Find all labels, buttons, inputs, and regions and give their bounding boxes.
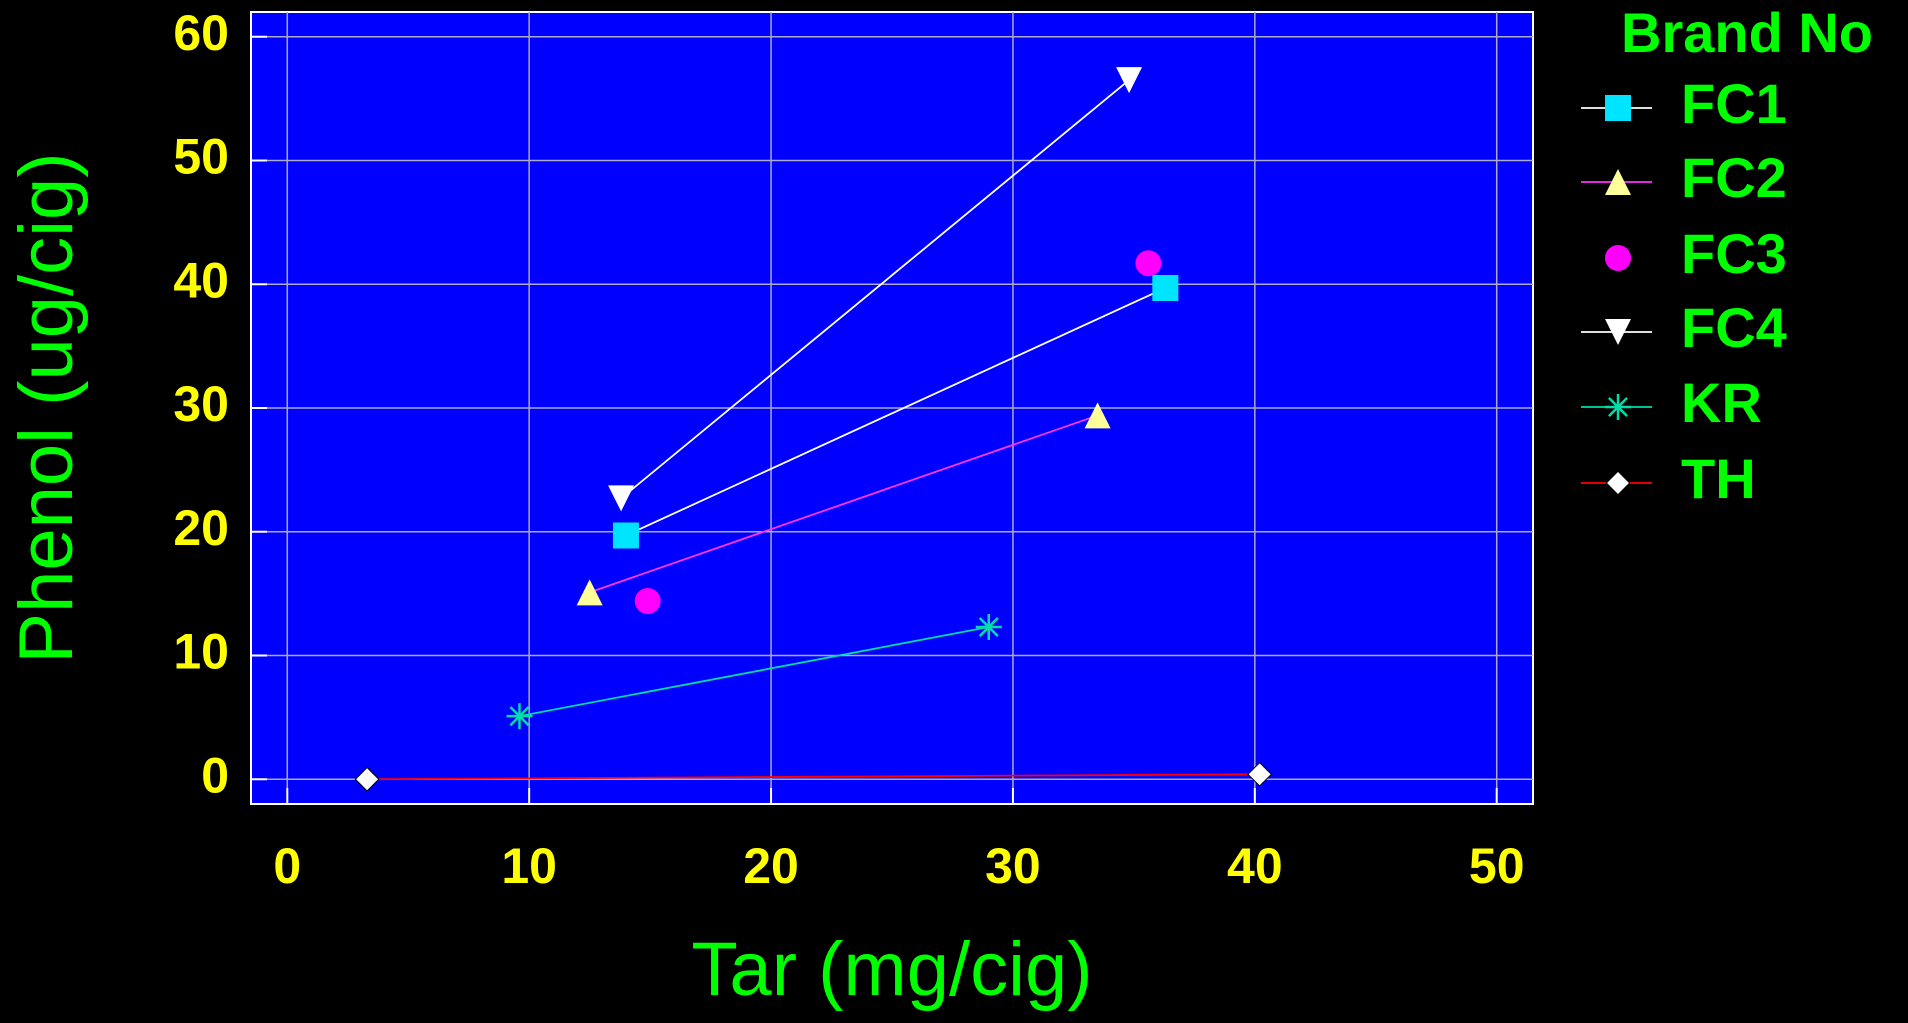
legend-label: FC4	[1681, 296, 1787, 359]
marker	[1084, 402, 1111, 429]
marker	[354, 766, 380, 792]
legend-marker	[1605, 394, 1631, 420]
marker	[506, 703, 533, 730]
series-line	[589, 414, 1098, 594]
legend-label: TH	[1681, 447, 1756, 510]
legend-label: FC1	[1681, 72, 1787, 135]
marker	[1247, 761, 1273, 787]
y-tick-label: 0	[201, 747, 229, 803]
x-tick-label: 0	[273, 838, 301, 894]
series-line	[625, 287, 1166, 537]
y-tick-label: 20	[173, 500, 229, 556]
marker	[1116, 67, 1143, 94]
marker	[576, 579, 603, 606]
series-line	[367, 773, 1260, 781]
x-tick-label: 20	[743, 838, 799, 894]
legend-marker	[1605, 95, 1631, 121]
y-axis-title: Phenol (ug/cig)	[4, 152, 89, 663]
y-tick-label: 10	[173, 624, 229, 680]
x-tick-label: 40	[1227, 838, 1283, 894]
y-tick-label: 40	[173, 252, 229, 308]
legend-marker	[1605, 470, 1631, 496]
x-tick-label: 30	[985, 838, 1041, 894]
legend-marker	[1605, 245, 1631, 271]
marker	[1135, 250, 1162, 277]
legend-marker	[1605, 169, 1631, 195]
legend-marker	[1605, 319, 1631, 345]
marker	[612, 522, 639, 549]
x-axis-title: Tar (mg/cig)	[691, 927, 1092, 1012]
legend-label: FC2	[1681, 146, 1787, 209]
legend-label: FC3	[1681, 222, 1787, 285]
y-tick-label: 30	[173, 376, 229, 432]
x-tick-label: 50	[1469, 838, 1525, 894]
x-tick-label: 10	[501, 838, 557, 894]
series-line	[519, 626, 989, 718]
series-line	[620, 79, 1130, 500]
marker	[608, 485, 635, 512]
marker	[975, 614, 1002, 641]
y-tick-label: 50	[173, 129, 229, 185]
legend-title: Brand No	[1621, 1, 1873, 64]
y-tick-label: 60	[173, 5, 229, 61]
marker	[1152, 274, 1179, 301]
legend-label: KR	[1681, 371, 1762, 434]
marker	[634, 588, 661, 615]
